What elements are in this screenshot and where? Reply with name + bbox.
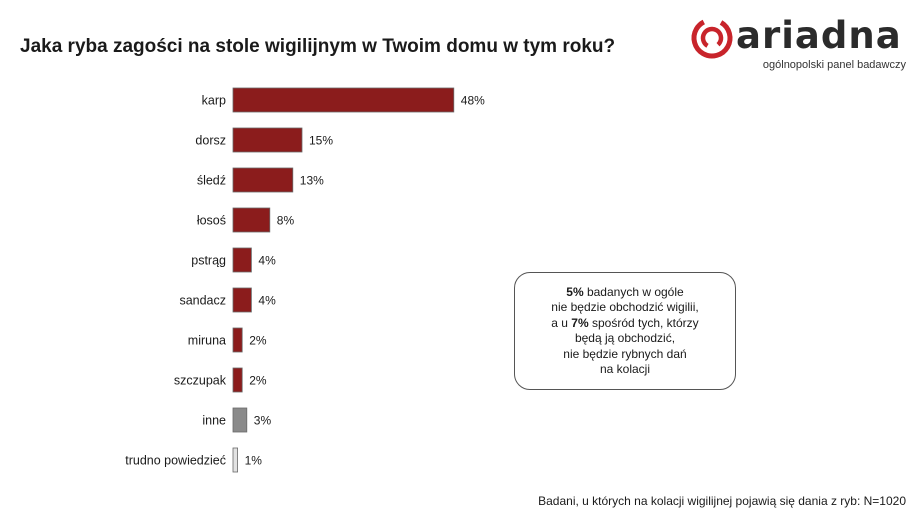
bar [232,407,248,433]
value-label: 4% [258,294,276,308]
value-label: 2% [249,374,267,388]
bar [232,447,238,473]
chart-title: Jaka ryba zagości na stole wigilijnym w … [20,36,616,57]
bar [232,127,303,153]
category-label: śledź [197,174,226,188]
category-label: karp [202,94,226,108]
value-label: 15% [309,134,333,148]
logo-wordmark: ariadna [736,14,902,57]
category-label: dorsz [195,134,226,148]
value-label: 2% [249,334,267,348]
ariadna-logo: ariadna ogólnopolski panel badawczy [690,12,914,76]
category-label: pstrąg [191,254,226,268]
footnote: Badani, u których na kolacji wigilijnej … [538,494,906,508]
bar [232,167,294,193]
value-label: 13% [300,174,324,188]
category-label: szczupak [174,374,227,388]
logo-spiral-icon [691,17,733,59]
category-label: łosoś [197,214,226,228]
bar [232,247,252,273]
bar [232,367,243,393]
value-label: 8% [277,214,295,228]
bar [232,287,252,313]
logo-subtitle: ogólnopolski panel badawczy [762,59,906,71]
category-label: inne [202,414,226,428]
note-text: 5% badanych w ogóle nie będzie obchodzić… [551,284,699,377]
category-label: sandacz [179,294,226,308]
category-label: miruna [188,334,226,348]
bar [232,87,455,113]
value-label: 1% [245,454,263,468]
value-label: 4% [258,254,276,268]
bar [232,327,243,353]
category-label: trudno powiedzieć [125,454,226,468]
value-label: 3% [254,414,272,428]
value-label: 48% [461,94,485,108]
note-box: 5% badanych w ogóle nie będzie obchodzić… [514,272,736,390]
bar [232,207,271,233]
